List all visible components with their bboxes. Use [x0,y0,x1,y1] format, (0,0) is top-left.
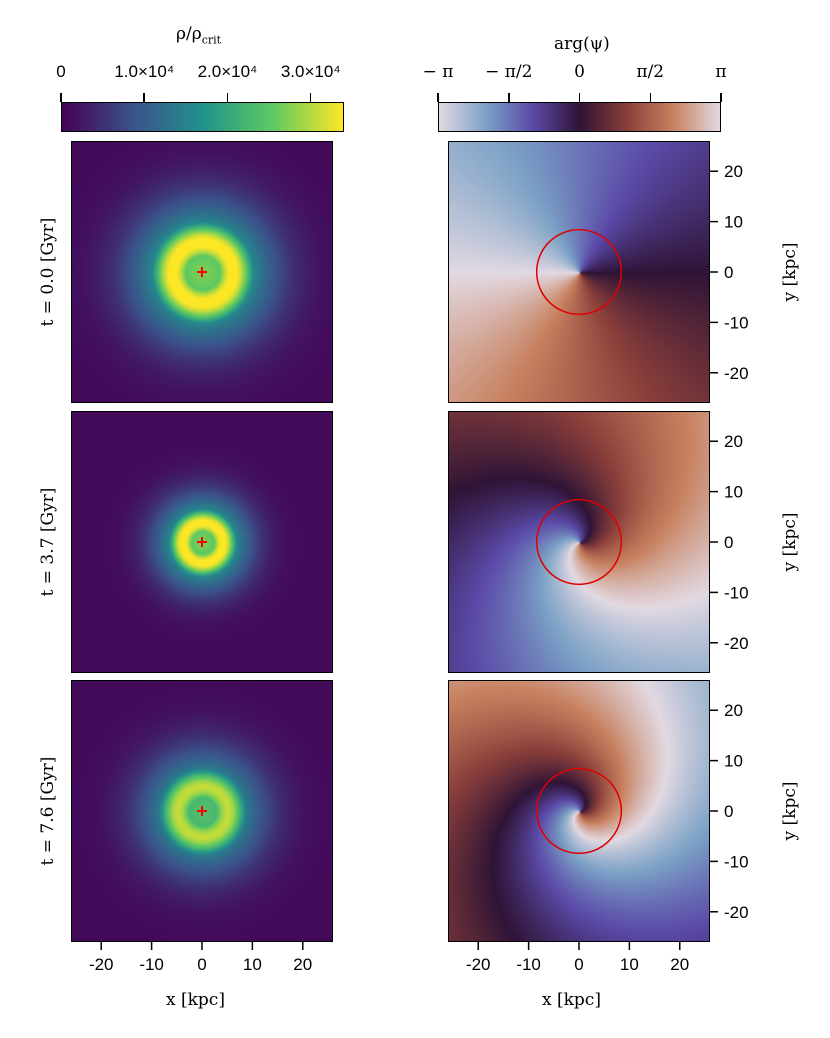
colorbar-tick-mark [60,93,62,102]
x-tick-label: 20 [293,955,312,974]
x-axis-title-left: x [kpc] [166,990,225,1010]
x-axis-title-right: x [kpc] [542,990,601,1010]
phase-panel-row-2 [448,411,710,673]
center-circle [535,228,623,316]
colorbar-tick-label: π [715,62,727,82]
y-tick-label: 20 [724,701,743,720]
colorbar-tick-label: 3.0×10⁴ [280,62,341,81]
phase-colorbar [438,102,721,132]
y-tick-label: -20 [724,364,749,383]
x-tick-label: 10 [243,955,262,974]
y-tick-label: -10 [724,583,749,602]
phase-heatmap-row-2 [449,412,709,672]
phase-colorbar-label: arg(ψ) [554,34,610,54]
phase-panel-row-1 [448,141,710,403]
y-tick-label: -10 [724,313,749,332]
colorbar-tick-label: 1.0×10⁴ [114,62,175,81]
y-tick-label: 10 [724,752,743,771]
center-circle [535,498,623,586]
x-tick-label: -10 [139,955,164,974]
x-tick-label: -10 [516,955,541,974]
phase-heatmap-row-3 [449,681,709,941]
colorbar-tick-label: π/2 [636,62,665,82]
y-tick-label: 0 [724,533,733,552]
x-tick-label: 0 [574,955,583,974]
colorbar-tick-mark [226,93,229,102]
colorbar-tick-mark [437,93,439,102]
colorbar-tick-label: − π/2 [485,62,533,82]
colorbar-tick-label: − π [422,62,454,82]
colorbar-tick-mark [578,93,581,102]
y-axis-title-row-2: y [kpc] [780,512,800,572]
colorbar-tick-label: 0 [56,62,66,81]
y-tick-label: -20 [724,634,749,653]
colorbar-tick-label: 0 [574,62,585,82]
phase-panel-row-3 [448,680,710,942]
y-tick-label: -10 [724,852,749,871]
colorbar-tick-mark [143,93,145,102]
phase-colorbar-ticks: − π − π/2 0 π/2 π [423,60,727,102]
x-tick-label: -20 [466,955,491,974]
y-tick-label: 10 [724,213,743,232]
y-tick-label: 0 [724,263,733,282]
density-colorbar-label: ρ/ρcrit [176,24,222,47]
y-tick-label: 20 [724,432,743,451]
density-colorbar [61,102,344,132]
x-tick-label: 20 [670,955,689,974]
colorbar-tick-mark [309,93,312,102]
colorbar-tick-mark [649,93,651,102]
colorbar-tick-mark [720,93,722,102]
center-circle [535,767,623,855]
colorbar-tick-mark [508,93,510,102]
y-axis-title-row-1: y [kpc] [780,242,800,302]
y-axis-title-row-3: y [kpc] [780,781,800,841]
x-tick-label: 10 [620,955,639,974]
y-tick-label: -20 [724,903,749,922]
x-tick-label: -20 [89,955,114,974]
density-colorbar-ticks: 0 1.0×10⁴ 2.0×10⁴ 3.0×10⁴ [56,60,344,102]
x-tick-label: 0 [197,955,206,974]
y-tick-label: 20 [724,162,743,181]
colorbar-tick-label: 2.0×10⁴ [197,62,258,81]
y-tick-label: 10 [724,483,743,502]
phase-heatmap-row-1 [449,142,709,402]
y-tick-label: 0 [724,802,733,821]
